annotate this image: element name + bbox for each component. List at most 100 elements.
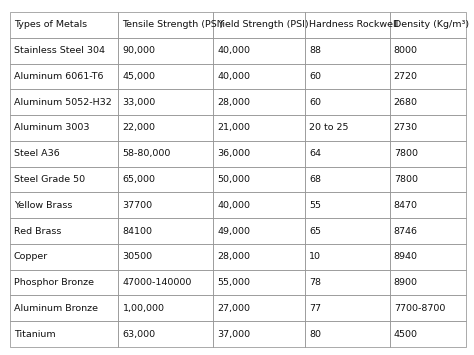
Bar (10, 295, 118, 321)
Bar (118, 64, 213, 89)
Bar (213, 270, 305, 295)
Text: 37,000: 37,000 (218, 329, 251, 339)
Bar (390, 295, 466, 321)
Text: 60: 60 (309, 98, 321, 107)
Bar (213, 38, 305, 64)
Text: Yellow Brass: Yellow Brass (14, 201, 73, 210)
Bar (305, 270, 390, 295)
Bar (213, 321, 305, 347)
Text: 40,000: 40,000 (218, 201, 250, 210)
Bar (390, 89, 466, 115)
Bar (10, 166, 118, 192)
Text: 80: 80 (309, 329, 321, 339)
Bar (10, 115, 118, 141)
Bar (390, 270, 466, 295)
Bar (390, 192, 466, 218)
Text: 65: 65 (309, 226, 321, 235)
Bar (118, 321, 213, 347)
Text: 49,000: 49,000 (218, 226, 250, 235)
Text: 8470: 8470 (394, 201, 418, 210)
Text: 7800: 7800 (394, 175, 418, 184)
Bar (390, 166, 466, 192)
Text: 7700-8700: 7700-8700 (394, 304, 445, 313)
Bar (10, 38, 118, 64)
Bar (118, 141, 213, 166)
Text: Phosphor Bronze: Phosphor Bronze (14, 278, 94, 287)
Bar (118, 38, 213, 64)
Text: 20 to 25: 20 to 25 (309, 124, 348, 132)
Text: 64: 64 (309, 149, 321, 158)
Text: Aluminum 3003: Aluminum 3003 (14, 124, 90, 132)
Bar (118, 218, 213, 244)
Text: Aluminum Bronze: Aluminum Bronze (14, 304, 98, 313)
Bar (213, 218, 305, 244)
Text: 28,000: 28,000 (218, 98, 250, 107)
Bar (118, 244, 213, 270)
Text: Aluminum 5052-H32: Aluminum 5052-H32 (14, 98, 112, 107)
Text: Hardness Rockwell: Hardness Rockwell (309, 20, 398, 29)
Text: 40,000: 40,000 (218, 72, 250, 81)
Text: Density (Kg/m³): Density (Kg/m³) (394, 20, 469, 29)
Bar (305, 12, 390, 38)
Text: 55,000: 55,000 (218, 278, 250, 287)
Text: Red Brass: Red Brass (14, 226, 61, 235)
Text: Aluminum 6061-T6: Aluminum 6061-T6 (14, 72, 103, 81)
Text: 1,00,000: 1,00,000 (122, 304, 164, 313)
Bar (390, 141, 466, 166)
Bar (213, 244, 305, 270)
Bar (10, 218, 118, 244)
Bar (118, 166, 213, 192)
Bar (10, 89, 118, 115)
Text: 84100: 84100 (122, 226, 153, 235)
Bar (10, 192, 118, 218)
Bar (118, 270, 213, 295)
Text: 50,000: 50,000 (218, 175, 250, 184)
Text: 63,000: 63,000 (122, 329, 155, 339)
Text: 4500: 4500 (394, 329, 418, 339)
Bar (213, 12, 305, 38)
Bar (118, 295, 213, 321)
Bar (305, 115, 390, 141)
Text: Titanium: Titanium (14, 329, 55, 339)
Text: 10: 10 (309, 252, 321, 261)
Text: 65,000: 65,000 (122, 175, 155, 184)
Bar (305, 166, 390, 192)
Text: 30500: 30500 (122, 252, 153, 261)
Text: 58-80,000: 58-80,000 (122, 149, 171, 158)
Bar (10, 141, 118, 166)
Bar (390, 321, 466, 347)
Bar (10, 64, 118, 89)
Text: Copper: Copper (14, 252, 48, 261)
Bar (305, 89, 390, 115)
Text: 40,000: 40,000 (218, 46, 250, 55)
Text: 68: 68 (309, 175, 321, 184)
Bar (213, 115, 305, 141)
Bar (390, 218, 466, 244)
Bar (118, 192, 213, 218)
Bar (213, 64, 305, 89)
Text: 8940: 8940 (394, 252, 418, 261)
Text: 88: 88 (309, 46, 321, 55)
Text: Steel A36: Steel A36 (14, 149, 60, 158)
Text: 37700: 37700 (122, 201, 153, 210)
Bar (305, 321, 390, 347)
Text: 21,000: 21,000 (218, 124, 250, 132)
Bar (390, 12, 466, 38)
Text: 22,000: 22,000 (122, 124, 155, 132)
Bar (213, 295, 305, 321)
Bar (213, 89, 305, 115)
Bar (10, 270, 118, 295)
Text: 90,000: 90,000 (122, 46, 155, 55)
Text: 8746: 8746 (394, 226, 418, 235)
Bar (213, 141, 305, 166)
Bar (305, 218, 390, 244)
Text: 60: 60 (309, 72, 321, 81)
Bar (118, 115, 213, 141)
Text: 2720: 2720 (394, 72, 418, 81)
Text: 2680: 2680 (394, 98, 418, 107)
Bar (213, 192, 305, 218)
Bar (390, 64, 466, 89)
Text: 8000: 8000 (394, 46, 418, 55)
Bar (305, 141, 390, 166)
Bar (118, 12, 213, 38)
